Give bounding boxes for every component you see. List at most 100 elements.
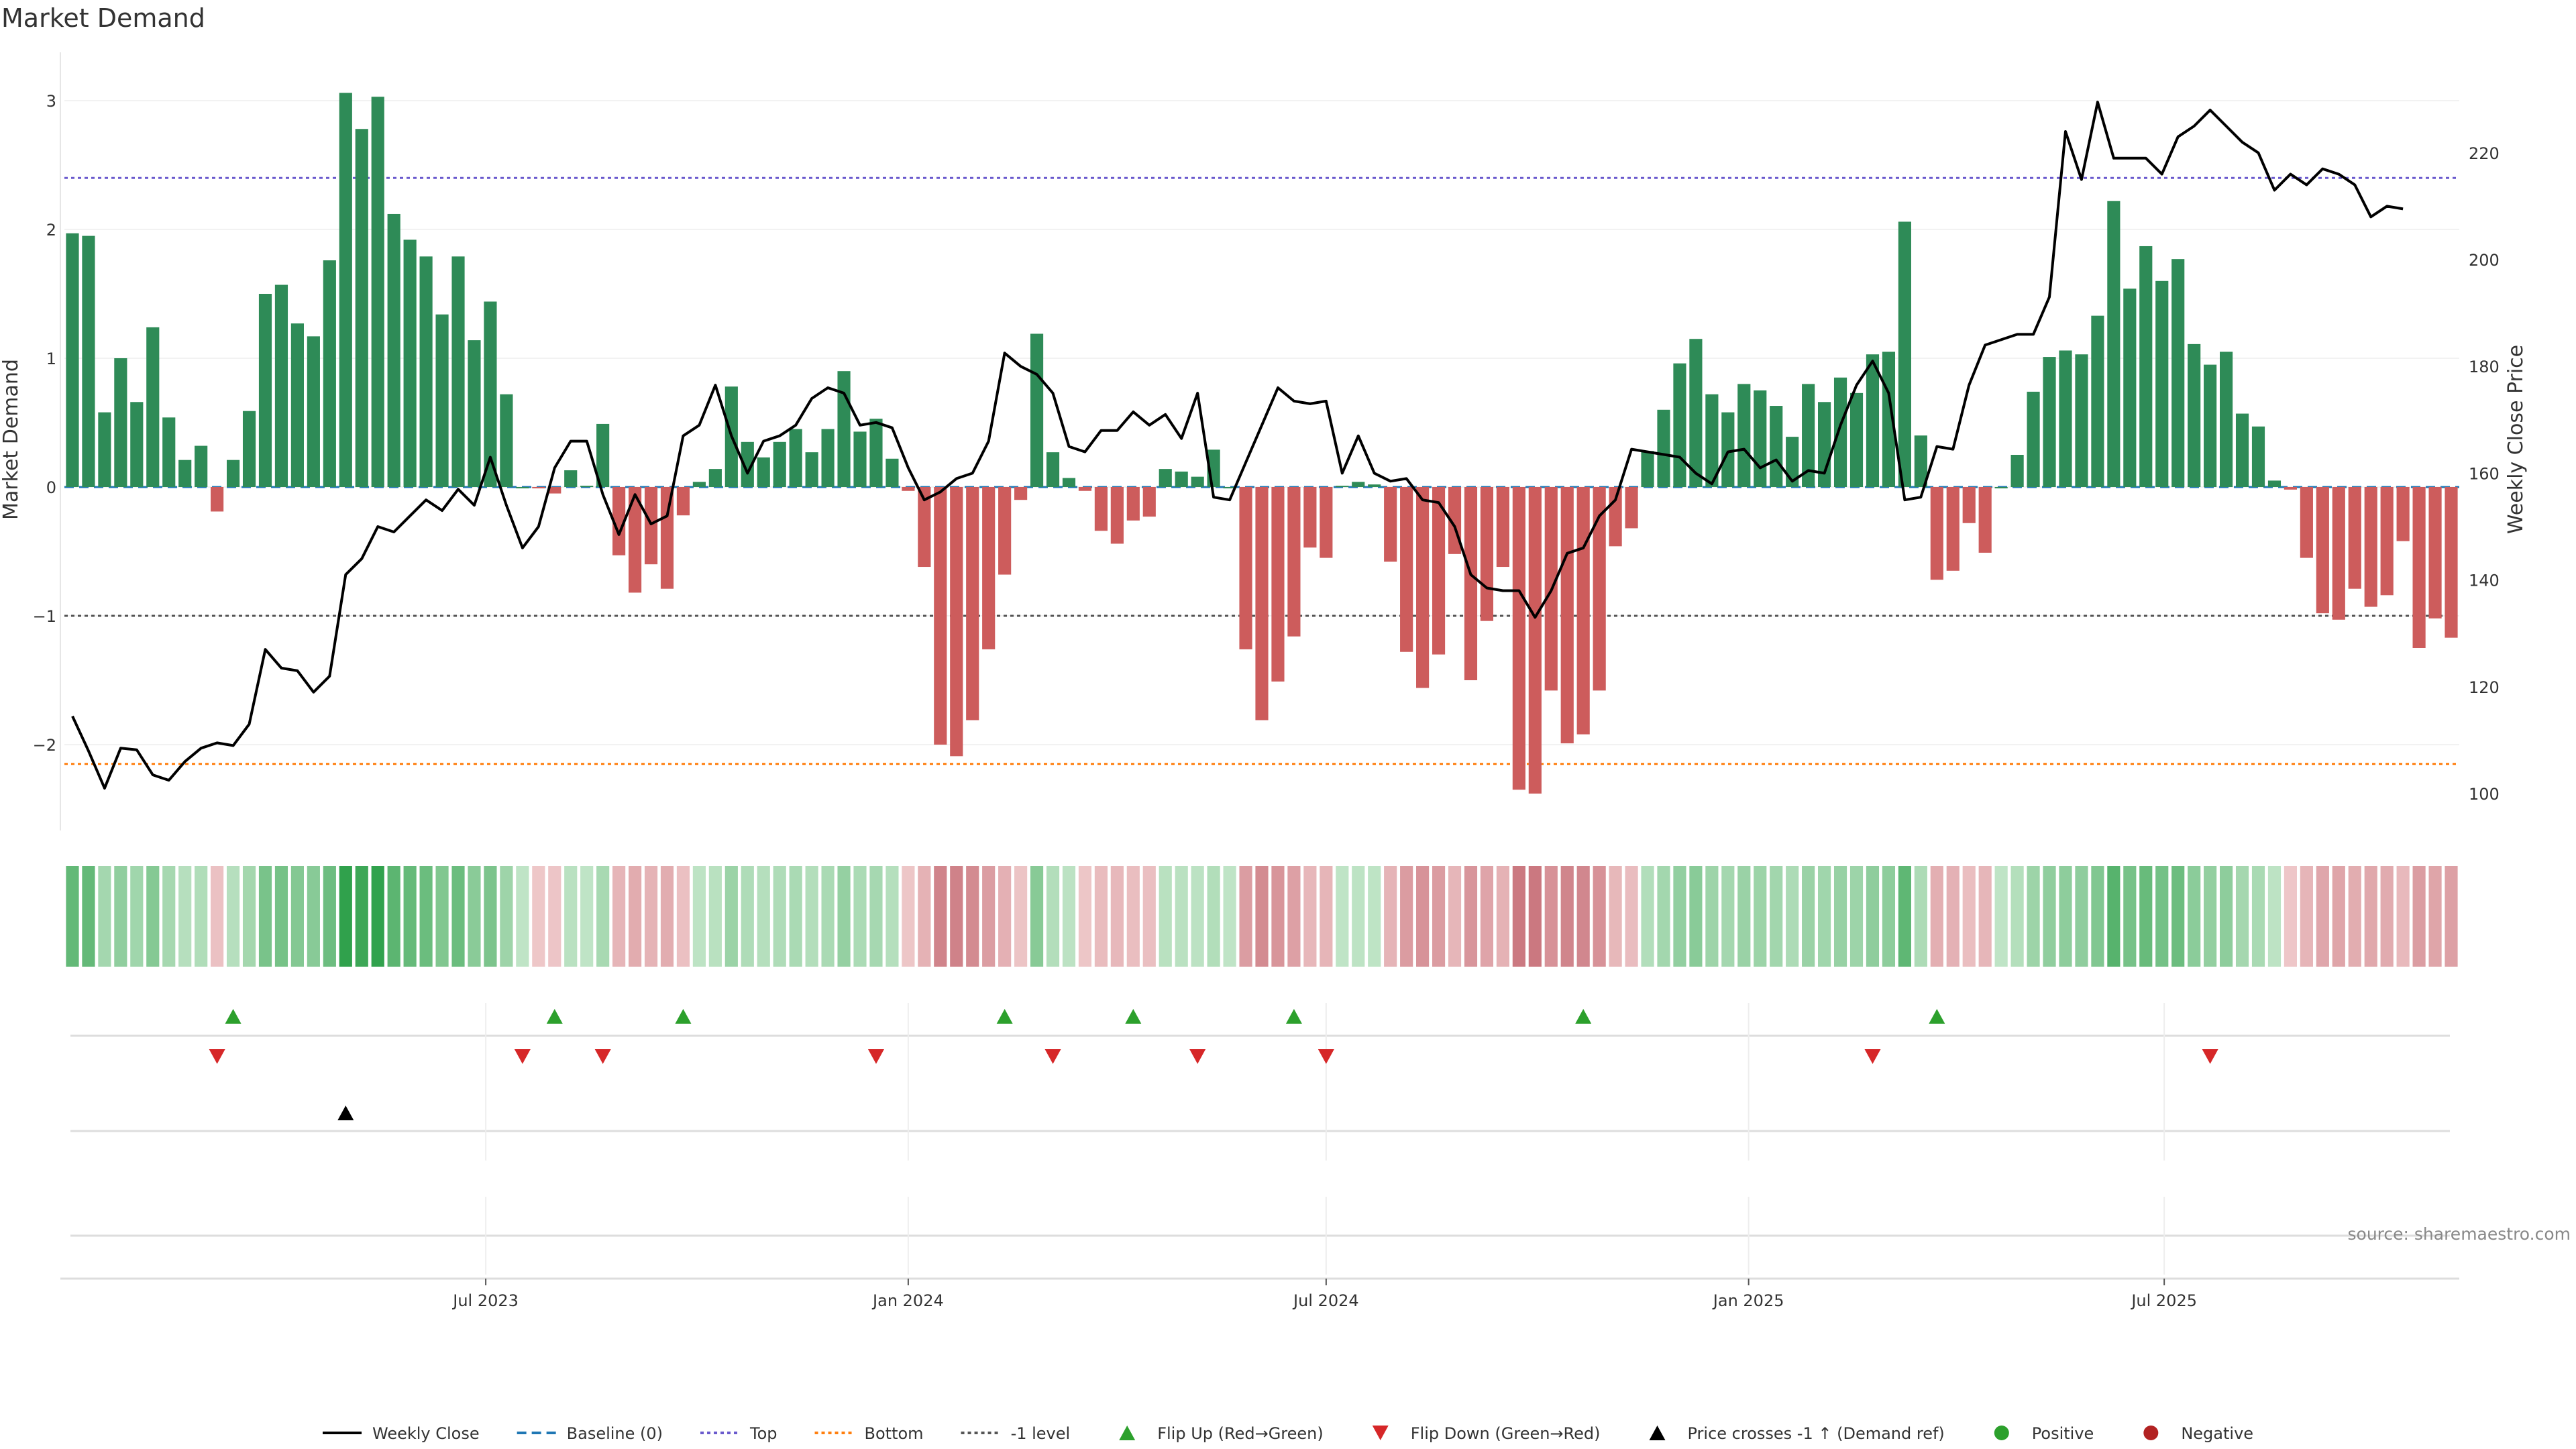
demand-bar [1400, 487, 1413, 652]
heat-cell [1287, 866, 1301, 967]
demand-bar [1384, 487, 1397, 562]
heat-cell [1833, 866, 1847, 967]
demand-bar [628, 487, 642, 593]
demand-bar [2220, 352, 2233, 487]
demand-bar [1576, 487, 1590, 735]
heat-cell [1625, 866, 1638, 967]
heat-cell [162, 866, 176, 967]
demand-bar [741, 441, 754, 487]
heat-cell [226, 866, 240, 967]
legend-label: Price crosses -1 ↑ (Demand ref) [1688, 1424, 1945, 1443]
demand-bar [1336, 486, 1349, 488]
heat-cell [82, 866, 95, 967]
heat-cell [1416, 866, 1430, 967]
heat-cell [2380, 866, 2394, 967]
demand-bar [1849, 392, 1864, 487]
demand-bar [1705, 394, 1719, 487]
demand-bars [66, 93, 2458, 794]
demand-bar [612, 487, 626, 555]
demand-bar [1657, 409, 1670, 487]
heat-cell [1609, 866, 1622, 967]
demand-bar [290, 323, 304, 487]
flip-down-marker [2202, 1049, 2218, 1064]
heat-cell [950, 866, 963, 967]
flip-up-marker [1125, 1009, 1142, 1024]
demand-bar [2316, 487, 2329, 614]
demand-bar [1802, 384, 1815, 487]
demand-bar [1175, 471, 1188, 487]
legend-label: Top [749, 1424, 777, 1443]
heat-cell [146, 866, 160, 967]
heat-cell [178, 866, 192, 967]
heat-cell [1239, 866, 1252, 967]
demand-bar [885, 458, 899, 487]
x-tick-label: Jul 2024 [1292, 1291, 1359, 1310]
heat-cell [1078, 866, 1092, 967]
demand-bar [676, 487, 690, 516]
flip-up-marker [1929, 1009, 1945, 1024]
heat-cell [2251, 866, 2265, 967]
heat-cell [451, 866, 465, 967]
legend-label: Negative [2181, 1424, 2253, 1443]
right-tick-label: 220 [2469, 144, 2500, 163]
left-tick-label: −2 [33, 736, 56, 755]
heat-cell [1705, 866, 1719, 967]
demand-bar [966, 487, 979, 720]
demand-bar [1689, 339, 1703, 487]
legend-symbol [1119, 1426, 1136, 1440]
heat-cell [1528, 866, 1542, 967]
demand-bar [1239, 487, 1252, 649]
heat-cell [2204, 866, 2217, 967]
heat-cell [1384, 866, 1397, 967]
heat-cell [1110, 866, 1124, 967]
demand-bar [1625, 487, 1638, 529]
demand-bar [66, 233, 79, 487]
demand-bar [2123, 288, 2137, 487]
x-tick-label: Jan 2025 [1712, 1291, 1784, 1310]
demand-bar [2251, 426, 2265, 487]
demand-bar [1062, 478, 1076, 487]
demand-bar [195, 445, 208, 487]
demand-bar [1320, 487, 1333, 558]
heat-cell [1593, 866, 1606, 967]
demand-bar [2091, 315, 2104, 487]
right-axis-label: Weekly Close Price [2504, 345, 2528, 534]
heat-cell [1962, 866, 1976, 967]
demand-bar [2107, 201, 2121, 487]
demand-bar [2027, 391, 2040, 487]
demand-bar [451, 256, 465, 487]
x-tick-label: Jan 2024 [871, 1291, 944, 1310]
heat-cell [660, 866, 674, 967]
demand-bar [130, 402, 144, 487]
demand-bar [468, 340, 481, 487]
heat-cell [1046, 866, 1060, 967]
demand-bar [2300, 487, 2313, 558]
demand-bar [1271, 487, 1285, 682]
demand-bar [596, 423, 610, 487]
demand-bar [2204, 364, 2217, 487]
demand-bar [1496, 487, 1509, 568]
legend: Weekly Close Baseline (0) Top Bottom -1 leve… [323, 1424, 2253, 1443]
heat-cell [869, 866, 883, 967]
heat-cell [242, 866, 256, 967]
flip-up-marker [546, 1009, 563, 1024]
demand-bar [1255, 487, 1269, 720]
right-tick-label: 180 [2469, 358, 2500, 376]
flip-down-marker [594, 1049, 611, 1064]
demand-bar [1978, 487, 1992, 553]
demand-bar [934, 487, 947, 745]
left-axis-label: Market Demand [0, 359, 23, 520]
demand-heat-strip [66, 866, 2458, 967]
heat-cell [2332, 866, 2345, 967]
heat-cell [1464, 866, 1478, 967]
heat-cell [1512, 866, 1525, 967]
heat-cell [98, 866, 111, 967]
legend-triangle-up-marker [1119, 1426, 1136, 1440]
heat-cell [2059, 866, 2072, 967]
event-panels [60, 1003, 2459, 1280]
demand-bar [902, 487, 915, 491]
heat-cell [837, 866, 851, 967]
heat-cell [1770, 866, 1783, 967]
heat-cell [741, 866, 754, 967]
demand-bar [2412, 487, 2426, 648]
